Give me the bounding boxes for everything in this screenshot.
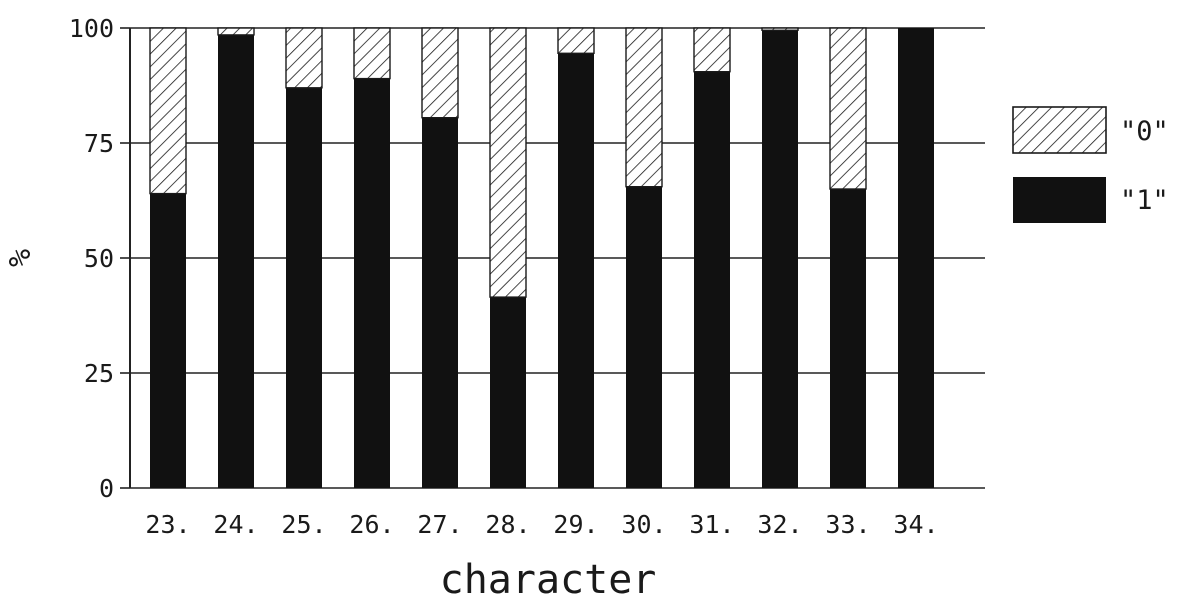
x-tick-label: 24. <box>213 510 258 539</box>
bar-segment-1-23 <box>150 193 186 488</box>
bar-segment-0-27 <box>421 27 459 119</box>
y-tick-label: 50 <box>84 244 114 273</box>
bar-segment-1-26 <box>354 78 390 488</box>
bar-segment-1-31 <box>694 71 730 488</box>
x-tick-label: 29. <box>553 510 598 539</box>
x-tick-label: 25. <box>281 510 326 539</box>
legend-swatch-0 <box>1012 106 1107 154</box>
bar-segment-0-29 <box>557 27 595 54</box>
x-tick-label: 33. <box>825 510 870 539</box>
legend-label-1: "1" <box>1120 185 1169 216</box>
x-tick-label: 34. <box>893 510 938 539</box>
bar-segment-0-26 <box>353 27 391 80</box>
bar-segment-0-30 <box>625 27 663 188</box>
y-tick-label: 25 <box>84 359 114 388</box>
bar-segment-1-34 <box>898 28 934 488</box>
bar-segment-0-25 <box>285 27 323 89</box>
bar-segment-1-25 <box>286 87 322 489</box>
x-tick-label: 30. <box>621 510 666 539</box>
legend-label-0: "0" <box>1120 116 1169 147</box>
y-tick-label: 100 <box>69 14 114 43</box>
x-tick-label: 23. <box>145 510 190 539</box>
bar-segment-0-28 <box>489 27 527 298</box>
legend-swatch-1 <box>1013 177 1106 223</box>
x-tick-label: 27. <box>417 510 462 539</box>
bar-segment-0-24 <box>217 27 255 36</box>
y-tick-label: 75 <box>84 129 114 158</box>
y-axis-title: % <box>3 249 38 267</box>
x-axis-title: character <box>440 557 657 596</box>
x-tick-label: 28. <box>485 510 530 539</box>
bar-segment-0-32 <box>761 27 799 31</box>
bar-segment-0-33 <box>829 27 867 190</box>
bar-segment-1-32 <box>762 30 798 489</box>
bar-segment-1-29 <box>558 53 594 489</box>
y-tick-label: 0 <box>99 474 114 503</box>
x-tick-label: 26. <box>349 510 394 539</box>
x-tick-label: 31. <box>689 510 734 539</box>
bar-segment-1-24 <box>218 34 254 489</box>
bar-segment-1-28 <box>490 297 526 488</box>
bar-segment-1-33 <box>830 189 866 488</box>
bar-segment-1-27 <box>422 117 458 488</box>
bar-segment-1-30 <box>626 186 662 488</box>
x-tick-label: 32. <box>757 510 802 539</box>
bar-segment-0-31 <box>693 27 731 73</box>
bar-segment-0-23 <box>149 27 187 195</box>
